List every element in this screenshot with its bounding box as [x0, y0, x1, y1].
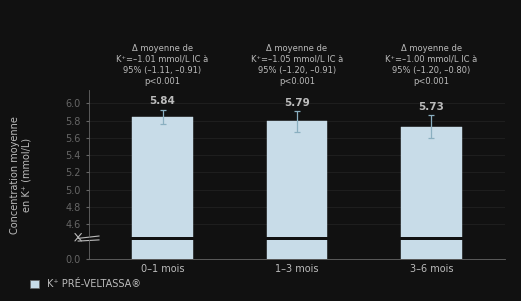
Text: Δ moyenne de
K⁺=–1.00 mmol/L IC à
95% (–1.20, –0.80)
p<0.001: Δ moyenne de K⁺=–1.00 mmol/L IC à 95% (–… — [386, 44, 478, 86]
Bar — [267, 0, 327, 259]
Text: 5.79: 5.79 — [284, 98, 310, 107]
Bar — [267, 121, 327, 301]
Text: 5.84: 5.84 — [150, 96, 176, 106]
Text: Δ moyenne de
K⁺=–1.05 mmol/L IC à
95% (–1.20, –0.91)
p<0.001: Δ moyenne de K⁺=–1.05 mmol/L IC à 95% (–… — [251, 44, 343, 86]
Bar — [132, 117, 193, 301]
Bar — [132, 0, 193, 259]
Text: Concentration moyenne
en K⁺ (mmol/L): Concentration moyenne en K⁺ (mmol/L) — [10, 116, 32, 234]
Text: 5.73: 5.73 — [418, 102, 444, 112]
Text: Δ moyenne de
K⁺=–1.01 mmol/L IC à
95% (–1.11, –0.91)
p<0.001: Δ moyenne de K⁺=–1.01 mmol/L IC à 95% (–… — [116, 44, 208, 86]
Bar — [401, 127, 462, 301]
Legend: K⁺ PRÉ-VELTASSA®: K⁺ PRÉ-VELTASSA® — [26, 275, 145, 293]
Bar — [401, 0, 462, 259]
